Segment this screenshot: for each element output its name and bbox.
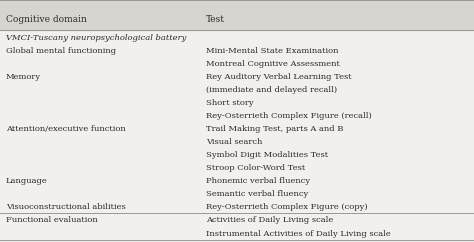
Text: Phonemic verbal fluency: Phonemic verbal fluency [206, 177, 310, 185]
Text: Rey-Osterrieth Complex Figure (recall): Rey-Osterrieth Complex Figure (recall) [206, 112, 372, 120]
Text: Short story: Short story [206, 99, 254, 107]
Text: Symbol Digit Modalities Test: Symbol Digit Modalities Test [206, 151, 328, 159]
Text: Rey-Osterrieth Complex Figure (copy): Rey-Osterrieth Complex Figure (copy) [206, 203, 368, 212]
Text: Language: Language [6, 177, 47, 185]
Text: Activities of Daily Living scale: Activities of Daily Living scale [206, 216, 333, 225]
Text: Montreal Cognitive Assessment: Montreal Cognitive Assessment [206, 60, 340, 68]
Text: Cognitive domain: Cognitive domain [6, 15, 87, 24]
Text: Mini-Mental State Examination: Mini-Mental State Examination [206, 46, 339, 55]
Text: Trail Making Test, parts A and B: Trail Making Test, parts A and B [206, 125, 344, 133]
Text: Visuoconstructional abilities: Visuoconstructional abilities [6, 203, 126, 212]
Text: Instrumental Activities of Daily Living scale: Instrumental Activities of Daily Living … [206, 229, 391, 238]
Text: Global mental functioning: Global mental functioning [6, 46, 116, 55]
Text: Functional evaluation: Functional evaluation [6, 216, 98, 225]
Bar [0, 0, 474, 30]
Text: Test: Test [206, 15, 225, 24]
Text: VMCI-Tuscany neuropsychological battery: VMCI-Tuscany neuropsychological battery [6, 33, 186, 42]
Text: Rey Auditory Verbal Learning Test: Rey Auditory Verbal Learning Test [206, 73, 352, 81]
Text: Attention/executive function: Attention/executive function [6, 125, 126, 133]
Text: (immediate and delayed recall): (immediate and delayed recall) [206, 86, 337, 94]
Text: Semantic verbal fluency: Semantic verbal fluency [206, 190, 309, 198]
Text: Memory: Memory [6, 73, 41, 81]
Text: Stroop Color-Word Test: Stroop Color-Word Test [206, 164, 305, 172]
Text: Visual search: Visual search [206, 138, 263, 146]
